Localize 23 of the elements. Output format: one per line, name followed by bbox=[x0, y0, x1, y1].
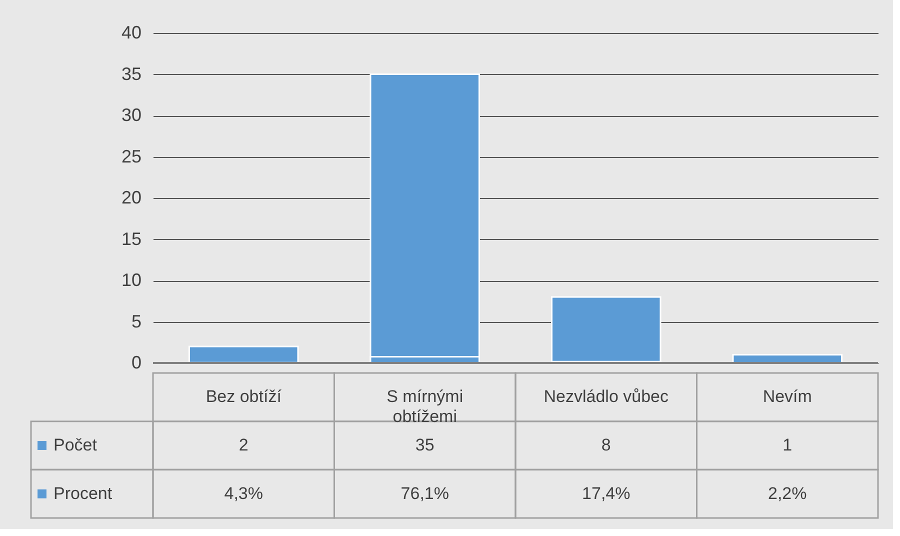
x-tick-label: Nevím bbox=[762, 387, 812, 406]
y-tick-label: 15 bbox=[121, 228, 142, 249]
y-tick-label: 5 bbox=[131, 311, 142, 332]
data-label: 4,3% bbox=[224, 484, 263, 503]
y-tick-label: 0 bbox=[131, 352, 142, 372]
y-tick-label: 40 bbox=[121, 22, 142, 42]
y-tick-label: 35 bbox=[121, 64, 142, 84]
data-label: 8 bbox=[601, 436, 611, 454]
data-label: 17,4% bbox=[582, 484, 630, 503]
y-tick-label: 25 bbox=[121, 146, 142, 166]
y-tick-label: 30 bbox=[121, 105, 142, 125]
data-label: 2 bbox=[238, 436, 248, 454]
data-label: 1 bbox=[782, 436, 792, 454]
x-tick-label: Bez obtíží bbox=[206, 387, 282, 406]
data-label: 76,1% bbox=[400, 484, 449, 503]
data-label: 2,2% bbox=[768, 484, 807, 503]
legend-label: Počet bbox=[54, 436, 98, 454]
y-tick-label: 20 bbox=[121, 188, 142, 208]
x-tick-label: Nezvládlo vůbec bbox=[544, 387, 669, 406]
data-label: 35 bbox=[415, 436, 434, 454]
x-tick-label: S mírnými obtížemi bbox=[386, 387, 464, 426]
legend-label: Procent bbox=[54, 484, 112, 503]
y-tick-label: 10 bbox=[121, 270, 142, 290]
